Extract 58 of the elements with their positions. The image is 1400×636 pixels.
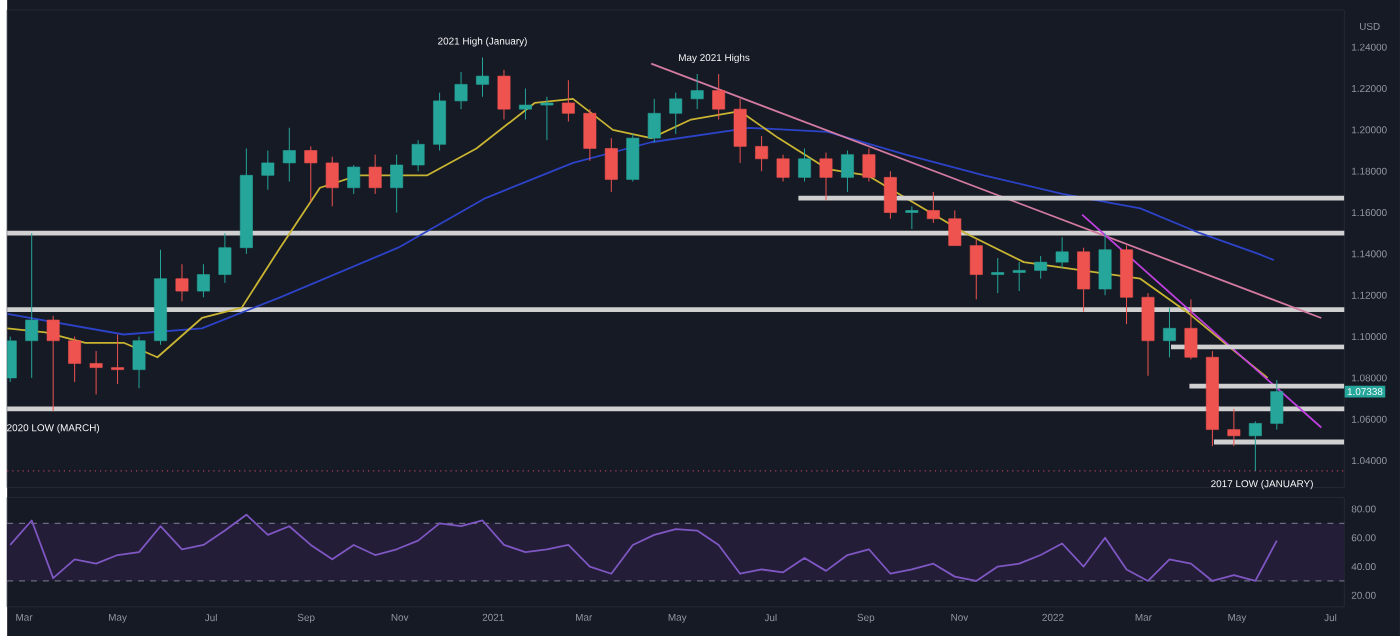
candlestick [89,350,103,395]
candlestick [197,263,210,298]
candlestick [926,191,940,224]
candlestick [733,97,747,164]
candlestick [1077,246,1091,312]
candlestick [325,155,339,207]
candlestick [497,69,511,120]
candlestick [390,153,404,213]
line-series [9,513,1278,582]
candlestick [1012,261,1026,292]
candlestick [218,232,232,283]
candlestick [690,73,704,110]
candlestick [25,232,39,379]
candlestick [1098,232,1112,296]
candlestick [883,170,897,219]
candlestick [111,333,124,385]
candlestick [669,91,683,135]
line-series [7,126,1275,336]
candlestick [1270,379,1284,430]
candlestick [798,147,811,182]
candlestick [454,71,468,110]
candlestick [1120,244,1133,325]
candlestick [1163,306,1176,358]
candlestick [304,145,318,203]
candlestick [604,137,618,193]
candlestick [948,209,962,246]
candlestick [561,79,575,122]
candlestick [755,135,769,172]
candlestick [626,133,640,182]
candlestick [433,91,447,151]
candlestick [476,56,489,97]
candlestick [841,149,854,193]
candlestick [1055,236,1069,269]
candlestick [411,139,425,172]
candlestick [1184,298,1198,360]
candlestick [282,126,296,182]
candlestick [132,335,146,389]
candlestick [46,315,60,412]
candlestick [540,95,554,141]
candlestick [862,147,876,182]
candlestick [991,257,1005,294]
candlestick [1227,408,1241,447]
candlestick [1034,255,1048,279]
candlestick [969,238,983,300]
candlestick [647,97,661,143]
candlestick [819,151,833,201]
candlestick [175,263,189,302]
candlestick [68,335,82,383]
candlestick [712,73,726,120]
candlestick [1141,292,1155,377]
candlestick [368,153,382,195]
candlestick [905,205,919,230]
candlestick [347,164,361,195]
candlestick [261,149,275,190]
candlestick [519,87,532,120]
candlestick [776,153,790,182]
candlestick [583,108,597,162]
candlestick [1248,420,1262,472]
